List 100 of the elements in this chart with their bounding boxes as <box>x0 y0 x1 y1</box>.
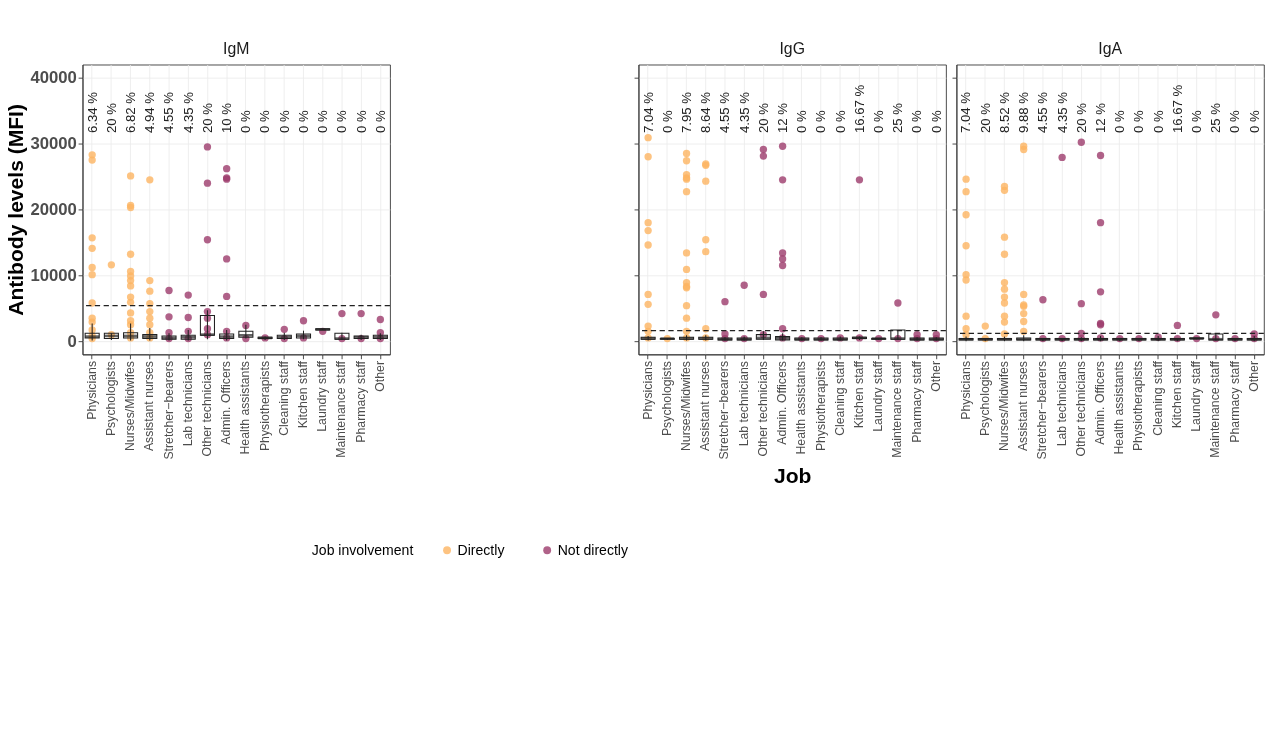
x-tick-label: Admin. Officers <box>1093 360 1108 445</box>
x-tick-label: Nurses/Midwifes <box>997 360 1011 452</box>
chart-title: IgG <box>779 40 805 58</box>
x-tick-label: Physiotherapists <box>257 360 272 452</box>
annotation: 20 % <box>199 102 215 134</box>
x-tick-label: Stretcher−bearers <box>717 360 732 460</box>
x-tick-label: Assistant nurses <box>142 360 157 452</box>
annotation: 0 % <box>1131 110 1147 134</box>
annotation: 20 % <box>755 102 771 134</box>
x-tick-label: Nurses/Midwifes <box>123 360 138 452</box>
annotation: 0 % <box>315 110 331 134</box>
annotation: 12 % <box>775 102 790 134</box>
chart-title: IgM <box>223 40 250 58</box>
y-tick-label: 40000 <box>30 68 77 88</box>
x-tick-label: Admin. Officers <box>775 360 790 445</box>
annotation: 20 % <box>1073 102 1089 134</box>
x-tick-label: Kitchen staff <box>851 360 866 429</box>
chart-title: IgA <box>1098 40 1123 58</box>
x-tick-label: Pharmacy staff <box>909 360 924 443</box>
annotation: 0 % <box>1246 110 1262 134</box>
annotation: 0 % <box>1112 110 1128 134</box>
x-tick-label: Maintenance staff <box>334 360 349 458</box>
annotation: 0 % <box>1150 110 1166 134</box>
annotation: 0 % <box>276 110 292 134</box>
x-tick-label: Lab technicians <box>180 360 195 447</box>
annotation: 6.82 % <box>122 91 138 134</box>
x-tick-label: Other technicians <box>199 360 214 457</box>
x-tick-label: Health assistants <box>238 360 253 455</box>
x-tick-label: Cleaning staff <box>1150 360 1165 436</box>
annotation: 7.04 % <box>958 91 974 134</box>
annotation: 4.55 % <box>717 91 733 134</box>
annotation: 4.55 % <box>1035 91 1051 134</box>
annotation: 7.95 % <box>678 91 694 134</box>
annotation: 4.55 % <box>161 91 177 134</box>
x-tick-label: Laundry staff <box>315 360 330 432</box>
x-tick-label: Other <box>1246 360 1261 392</box>
x-tick-label: Other technicians <box>1073 360 1088 457</box>
x-tick-label: Maintenance staff <box>1208 360 1223 458</box>
annotation: 25 % <box>890 102 906 134</box>
x-tick-label: Health assistants <box>794 360 809 455</box>
x-tick-label: Lab technicians <box>736 360 751 447</box>
annotation: 0 % <box>295 110 311 134</box>
annotation: 8.52 % <box>996 91 1012 134</box>
annotation: 16.67 % <box>1169 84 1185 134</box>
annotation: 0 % <box>1189 110 1204 134</box>
annotation: 0 % <box>372 110 388 134</box>
annotation: 0 % <box>1227 110 1243 134</box>
x-tick-label: Pharmacy staff <box>353 360 368 443</box>
x-tick-label: Other <box>928 360 943 392</box>
x-tick-label: Psychologists <box>977 360 992 437</box>
x-tick-label: Physiotherapists <box>1131 360 1146 452</box>
x-tick-label: Admin. Officers <box>219 360 234 445</box>
x-tick-label: Other technicians <box>755 360 770 457</box>
annotation: 6.34 % <box>84 91 100 134</box>
x-tick-label: Lab technicians <box>1054 360 1069 447</box>
annotation: 4.35 % <box>180 91 196 134</box>
y-tick-label: 20000 <box>30 200 77 220</box>
annotation: 0 % <box>238 110 254 134</box>
annotation: 0 % <box>813 110 829 134</box>
annotation: 7.04 % <box>640 91 656 134</box>
x-tick-label: Kitchen staff <box>296 360 311 429</box>
x-tick-label: Pharmacy staff <box>1227 360 1242 443</box>
annotation: 8.64 % <box>698 91 714 134</box>
annotation: 0 % <box>909 110 925 134</box>
x-tick-label: Cleaning staff <box>832 360 847 436</box>
x-tick-label: Cleaning staff <box>276 360 291 436</box>
x-tick-label: Psychologists <box>103 360 118 437</box>
y-axis-title: Antibody levels (MFI) <box>3 104 27 316</box>
annotation: 0 % <box>353 110 369 134</box>
annotation: 25 % <box>1208 102 1224 134</box>
x-tick-label: Assistant nurses <box>698 360 713 452</box>
annotation: 0 % <box>832 110 848 134</box>
x-tick-label: Health assistants <box>1112 360 1127 455</box>
x-tick-label: Physicians <box>84 360 99 420</box>
legend-title: Job involvement <box>311 541 414 558</box>
x-tick-label: Kitchen staff <box>1169 360 1184 429</box>
y-tick-label: 10000 <box>30 266 77 286</box>
x-tick-label: Psychologists <box>659 360 674 437</box>
annotation: 0 % <box>659 110 675 134</box>
x-tick-label: Physiotherapists <box>813 360 828 452</box>
x-tick-label: Assistant nurses <box>1016 360 1031 452</box>
annotation: 16.67 % <box>851 84 867 134</box>
x-tick-label: Stretcher−bearers <box>161 360 176 460</box>
annotation: 10 % <box>219 102 235 134</box>
legend-label: Directly <box>457 541 505 558</box>
annotation: 0 % <box>871 110 887 134</box>
annotation: 4.94 % <box>142 91 158 134</box>
annotation: 12 % <box>1092 102 1108 134</box>
x-tick-label: Physicians <box>640 360 655 420</box>
y-tick-label: 0 <box>67 331 77 351</box>
x-tick-label: Nurses/Midwifes <box>679 360 694 452</box>
x-tick-label: Laundry staff <box>1189 360 1204 432</box>
annotation: 4.35 % <box>736 91 752 134</box>
x-tick-label: Stretcher−bearers <box>1035 360 1050 460</box>
annotation: 4.35 % <box>1054 91 1070 134</box>
x-tick-label: Maintenance staff <box>890 360 905 458</box>
x-tick-label: Laundry staff <box>871 360 886 432</box>
x-tick-label: Other <box>372 360 387 392</box>
legend-label: Not directly <box>557 541 628 558</box>
annotation: 20 % <box>103 102 119 134</box>
